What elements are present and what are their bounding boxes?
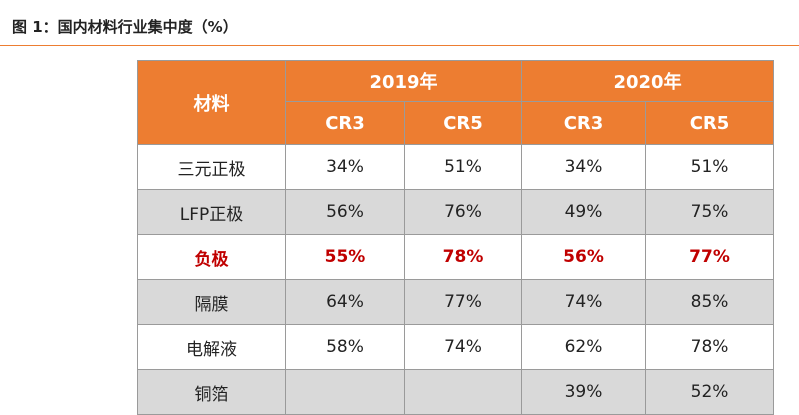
- table-cell: 76%: [403, 189, 523, 235]
- table-cell: 85%: [645, 279, 775, 325]
- header-year-row: 材料 2019年 2020年: [137, 60, 775, 145]
- table-row: 电解液 58% 74% 62% 78%: [137, 324, 775, 370]
- table-row-highlighted: 负极 55% 78% 56% 77%: [137, 234, 775, 280]
- table-cell: 56%: [285, 189, 405, 235]
- header-metric-row: CR3 CR5 CR3 CR5: [138, 101, 775, 145]
- row-label: 三元正极: [137, 144, 286, 190]
- row-label: 负极: [137, 234, 286, 280]
- table-cell: 39%: [521, 369, 647, 415]
- table-header: 材料 2019年 2020年 CR3 CR5 CR3 CR5: [137, 60, 775, 145]
- row-label: 电解液: [137, 324, 286, 370]
- table-cell: 77%: [403, 279, 523, 325]
- table-row: 三元正极 34% 51% 34% 51%: [137, 144, 775, 190]
- table-cell: [403, 369, 523, 415]
- table-body: 三元正极 34% 51% 34% 51% LFP正极 56% 76% 49% 7…: [137, 144, 775, 415]
- table-cell: 56%: [521, 234, 647, 280]
- header-year-2019: 2019年: [284, 60, 523, 102]
- table-row: 隔膜 64% 77% 74% 85%: [137, 279, 775, 325]
- table-cell: 62%: [521, 324, 647, 370]
- table-cell: 75%: [645, 189, 775, 235]
- table-cell: 64%: [285, 279, 405, 325]
- table-cell: 74%: [521, 279, 647, 325]
- table-cell: 78%: [403, 234, 523, 280]
- header-metric: CR3: [285, 101, 405, 145]
- table-cell: 55%: [285, 234, 405, 280]
- header-metric: CR5: [403, 101, 523, 145]
- table-cell: 78%: [645, 324, 775, 370]
- table-cell: [285, 369, 405, 415]
- table-cell: 52%: [645, 369, 775, 415]
- table-cell: 77%: [645, 234, 775, 280]
- table-cell: 34%: [521, 144, 647, 190]
- table-cell: 34%: [285, 144, 405, 190]
- table-row: LFP正极 56% 76% 49% 75%: [137, 189, 775, 235]
- table-cell: 58%: [285, 324, 405, 370]
- table-row: 铜箔 39% 52%: [137, 369, 775, 415]
- header-metric: CR3: [521, 101, 647, 145]
- header-metric: CR5: [645, 101, 775, 145]
- header-material: 材料: [137, 60, 286, 145]
- row-label: 隔膜: [137, 279, 286, 325]
- table-cell: 51%: [645, 144, 775, 190]
- header-year-2020: 2020年: [521, 60, 775, 102]
- title-divider: [0, 45, 799, 46]
- figure-title: 图 1：国内材料行业集中度（%）: [12, 18, 238, 36]
- table-cell: 51%: [403, 144, 523, 190]
- table-cell: 49%: [521, 189, 647, 235]
- concentration-table: 材料 2019年 2020年 CR3 CR5 CR3 CR5 三元正极 34% …: [137, 60, 775, 415]
- row-label: 铜箔: [137, 369, 286, 415]
- table-cell: 74%: [403, 324, 523, 370]
- row-label: LFP正极: [137, 189, 286, 235]
